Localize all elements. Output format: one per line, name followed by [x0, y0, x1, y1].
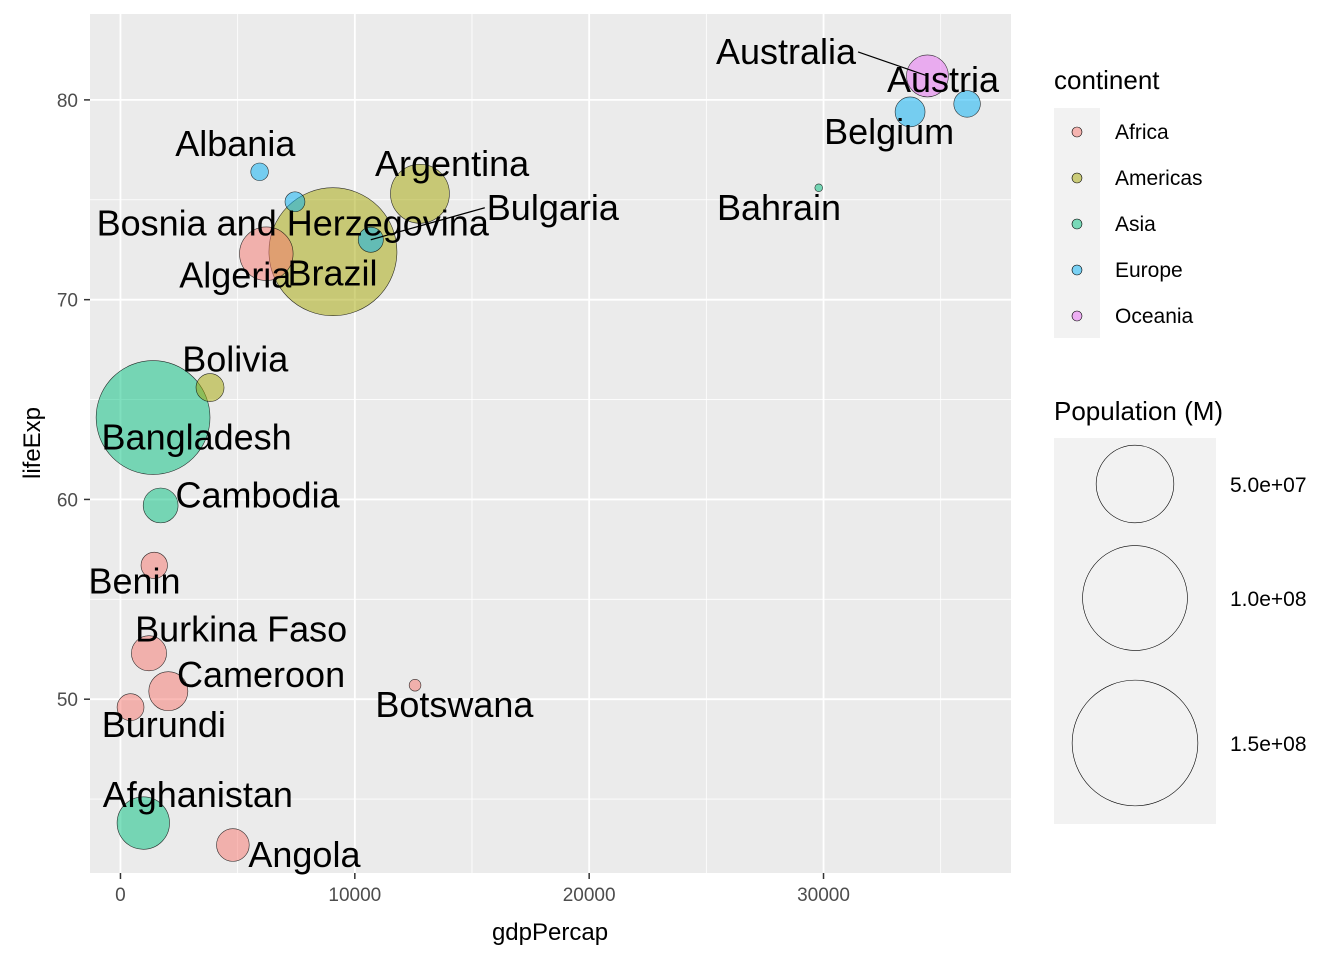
x-tick-label: 10000	[328, 885, 381, 906]
x-tick-label: 20000	[563, 885, 616, 906]
label-burkina-faso: Burkina Faso	[135, 608, 347, 649]
point-cambodia	[142, 487, 179, 524]
label-afghanistan: Afghanistan	[103, 774, 293, 815]
x-axis-title: gdpPercap	[492, 919, 608, 946]
legend-label-africa: Africa	[1115, 121, 1169, 144]
size-label-0: 5.0e+07	[1230, 474, 1307, 497]
label-bulgaria: Bulgaria	[487, 187, 620, 228]
label-angola: Angola	[248, 834, 361, 875]
legend-key-africa	[1071, 126, 1083, 138]
label-burundi: Burundi	[102, 704, 226, 745]
color-legend: continent Africa Americas Asia Europe Oceani…	[1054, 65, 1203, 338]
size-key-0	[1095, 444, 1175, 524]
legend-label-oceania: Oceania	[1115, 305, 1194, 328]
label-brazil: Brazil	[288, 253, 378, 294]
point-albania	[250, 162, 269, 181]
legend-key-americas	[1071, 172, 1083, 184]
points	[95, 54, 981, 862]
label-australia: Australia	[716, 31, 857, 72]
label-bosnia-and-herzegovina: Bosnia and Herzegovina	[97, 203, 490, 244]
label-cameroon: Cameroon	[177, 654, 345, 695]
label-algeria: Algeria	[179, 255, 292, 296]
label-austria: Austria	[887, 59, 1000, 100]
y-tick-label: 70	[57, 291, 78, 312]
size-legend: Population (M) 5.0e+07 1.0e+08 1.5e+08	[1054, 396, 1307, 824]
size-legend-key-background	[1054, 438, 1216, 824]
x-tick-label: 0	[115, 885, 126, 906]
point-bolivia	[195, 373, 225, 402]
point-cameroon	[148, 671, 189, 712]
legend-key-oceania	[1071, 310, 1083, 322]
gridlines	[90, 14, 1011, 873]
y-tick-label: 50	[57, 690, 78, 711]
size-label-1: 1.0e+08	[1230, 588, 1307, 611]
label-bolivia: Bolivia	[182, 339, 289, 380]
point-bangladesh	[95, 360, 211, 475]
size-key-1	[1082, 545, 1188, 651]
label-cambodia: Cambodia	[176, 474, 341, 515]
point-burundi	[116, 693, 145, 721]
y-axis-title: lifeExp	[19, 407, 46, 479]
legend-key-europe	[1071, 264, 1083, 276]
point-benin	[140, 551, 168, 579]
color-legend-title: continent	[1054, 65, 1160, 95]
label-bangladesh: Bangladesh	[102, 416, 292, 457]
legend-label-europe: Europe	[1115, 259, 1183, 282]
label-benin: Benin	[88, 560, 180, 601]
label-albania: Albania	[175, 123, 296, 164]
leader-line-australia	[857, 51, 928, 77]
point-labels: Afghanistan Albania Algeria Angola Argentina…	[88, 31, 1000, 875]
label-belgium: Belgium	[824, 111, 954, 152]
x-tick-label: 30000	[797, 885, 850, 906]
label-argentina: Argentina	[375, 143, 530, 184]
label-botswana: Botswana	[375, 684, 534, 725]
size-label-2: 1.5e+08	[1230, 733, 1307, 756]
size-legend-title: Population (M)	[1054, 396, 1223, 426]
plot-panel	[90, 14, 1011, 873]
point-angola	[216, 828, 250, 862]
y-tick-label: 60	[57, 490, 78, 511]
point-bahrain	[814, 183, 823, 192]
point-austria	[953, 90, 981, 118]
point-burkina-faso	[131, 635, 167, 672]
leader-line-bulgaria	[370, 207, 485, 241]
point-botswana	[408, 679, 422, 692]
point-belgium	[894, 96, 926, 128]
point-algeria	[239, 226, 294, 281]
axes: 0 10000 20000 30000 50 60 70 80	[57, 91, 850, 906]
point-argentina	[390, 164, 450, 224]
point-afghanistan	[116, 796, 170, 850]
legend-label-americas: Americas	[1115, 167, 1203, 190]
size-key-2	[1071, 679, 1199, 807]
y-tick-label: 80	[57, 91, 78, 112]
point-bosnia-and-herzegovina	[284, 191, 306, 213]
legend-key-asia	[1071, 218, 1083, 230]
label-bahrain: Bahrain	[717, 187, 841, 228]
legend-label-asia: Asia	[1115, 213, 1156, 236]
